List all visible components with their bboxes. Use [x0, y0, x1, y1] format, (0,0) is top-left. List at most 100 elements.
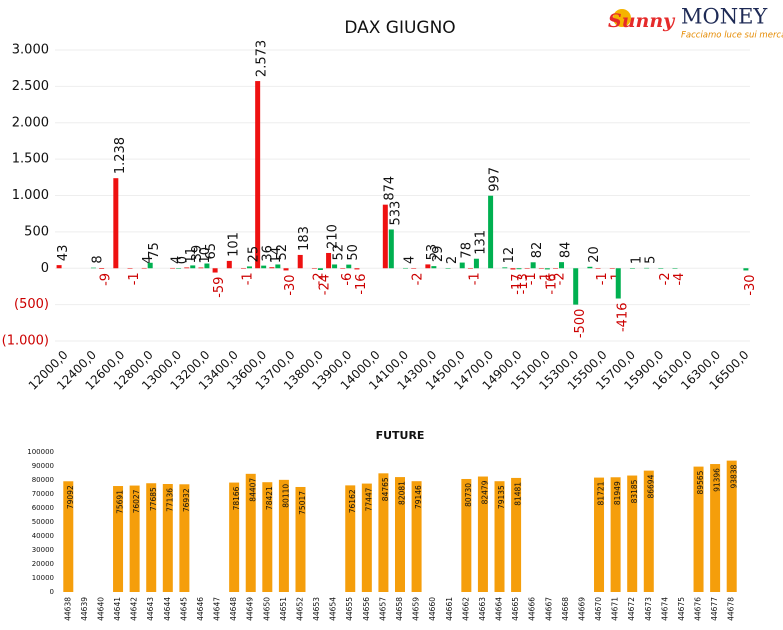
bar: [644, 267, 650, 269]
data-label: 82479: [481, 480, 490, 504]
x-tick-label: 44678: [727, 597, 736, 621]
x-tick-label: 44674: [660, 597, 669, 621]
data-label: 0: [176, 256, 191, 264]
y-tick-label: 80000: [32, 476, 54, 484]
data-label: 52: [275, 244, 290, 261]
bar: [378, 473, 389, 592]
x-tick-label: 44656: [362, 597, 371, 621]
data-label: -59: [212, 277, 227, 298]
data-label: 52: [332, 244, 347, 261]
data-label: 76932: [182, 488, 191, 512]
bar: [113, 486, 124, 592]
bar: [99, 268, 105, 269]
data-label: 84765: [381, 477, 390, 501]
data-label: 20: [587, 246, 602, 263]
x-tick-label: 44664: [495, 597, 504, 621]
bar: [382, 204, 388, 269]
bar: [147, 262, 153, 269]
bar: [587, 266, 593, 269]
bar: [229, 482, 240, 592]
data-label: -1: [241, 272, 256, 285]
bar: [510, 268, 516, 270]
bar: [295, 486, 306, 592]
bar: [261, 265, 267, 269]
data-label: 79135: [497, 485, 506, 509]
bar: [141, 267, 147, 269]
x-tick-label: 44661: [445, 597, 454, 621]
bar: [275, 264, 281, 269]
bar: [615, 268, 621, 299]
bar: [246, 266, 252, 269]
logo-brand: MONEY: [681, 5, 768, 29]
data-label: -1: [467, 272, 482, 285]
bar: [403, 267, 408, 269]
bar: [240, 268, 246, 269]
data-label: 84407: [248, 478, 257, 502]
bar: [559, 262, 565, 269]
bar: [494, 481, 505, 592]
data-label: 78421: [265, 486, 274, 510]
x-tick-label: 44671: [611, 597, 620, 621]
y-tick-label: 10000: [32, 574, 54, 582]
data-label: 36: [261, 245, 276, 262]
x-tick-label: 44658: [395, 597, 404, 621]
bar: [538, 268, 544, 269]
data-label: 8: [91, 255, 106, 263]
bar: [354, 268, 360, 270]
logo-brand: Sunny: [608, 10, 676, 32]
data-label: 4: [170, 256, 185, 264]
data-label: 5: [644, 256, 659, 264]
bar: [431, 266, 437, 269]
data-label: 29: [431, 246, 446, 263]
y-tick-label: 1.500: [12, 152, 49, 167]
chart-title: DAX GIUGNO: [344, 18, 455, 38]
data-label: 82: [530, 242, 545, 259]
bar: [553, 268, 559, 269]
bar: [204, 263, 210, 269]
data-label: 79092: [66, 485, 75, 509]
bar: [672, 268, 678, 269]
data-label: 53: [425, 244, 440, 261]
y-tick-label: 60000: [32, 504, 54, 512]
data-label: 84: [559, 242, 574, 259]
data-label: 2.573: [255, 40, 270, 77]
data-label: -1: [127, 272, 142, 285]
data-label: 75017: [298, 491, 307, 515]
data-label: -1: [538, 272, 553, 285]
data-label: -24: [317, 274, 332, 295]
bar: [283, 268, 289, 271]
data-label: -2: [411, 272, 426, 285]
y-tick-label: 500: [24, 224, 49, 239]
bar: [445, 268, 451, 269]
bar: [473, 258, 479, 269]
x-tick-label: 44641: [113, 597, 122, 621]
x-tick-label: 44666: [528, 597, 537, 621]
y-tick-label: 0: [50, 588, 54, 596]
bar: [411, 481, 422, 592]
data-label: -2: [658, 272, 673, 285]
bar: [176, 268, 182, 269]
data-label: 80730: [464, 483, 473, 507]
bar: [361, 483, 372, 592]
bar: [346, 264, 352, 269]
x-tick-label: 44653: [312, 597, 321, 621]
x-tick-label: 44646: [196, 597, 205, 621]
data-label: 210: [326, 224, 341, 249]
bar: [345, 485, 356, 592]
bar: [190, 265, 196, 269]
x-tick-label: 44667: [544, 597, 553, 621]
bar: [594, 477, 605, 592]
bar: [90, 267, 96, 269]
bar: [544, 268, 550, 270]
data-label: -13: [516, 273, 531, 294]
logo: Sunny MONEY Facciamo luce sui mercati: [608, 5, 783, 41]
bar: [516, 268, 522, 270]
x-tick-label: 44662: [461, 597, 470, 621]
bar: [643, 470, 654, 592]
bar: [212, 268, 218, 273]
bar: [425, 264, 431, 269]
y-tick-label: 30000: [32, 546, 54, 554]
x-tick-label: 44649: [246, 597, 255, 621]
data-label: 75: [147, 242, 162, 259]
bar: [311, 268, 317, 269]
